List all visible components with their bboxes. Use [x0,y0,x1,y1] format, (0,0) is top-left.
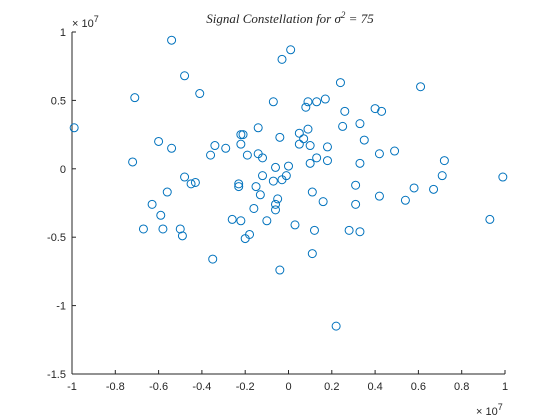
x-tick-label: 0 [285,381,291,393]
x-tick-label: -1 [67,381,77,393]
y-tick-label: 1 [60,27,66,39]
x-tick-label: -0.4 [192,381,211,393]
x-tick-label: 1 [502,381,508,393]
y-tick-label: -0.5 [47,232,66,244]
x-tick-label: 0.8 [454,381,469,393]
x-tick-label: 0.4 [367,381,382,393]
x-tick-label: -0.8 [106,381,125,393]
y-tick-label: -1.5 [47,369,66,381]
y-exponent-power: 7 [94,14,99,24]
x-exponent-base: × 10 [476,406,498,418]
x-tick-label: 0.6 [411,381,426,393]
chart-title-suffix: = 75 [345,11,374,26]
x-exponent-power: 7 [498,402,503,412]
x-tick-label: -0.2 [236,381,255,393]
y-tick-label: -1 [56,301,66,313]
y-tick-label: 0 [60,164,66,176]
chart-title: Signal Constellation for σ2 = 75 [206,10,374,26]
y-tick-label: 0.5 [51,95,66,107]
x-tick-label: -0.6 [149,381,168,393]
y-exponent-base: × 10 [72,18,94,30]
x-tick-label: 0.2 [324,381,339,393]
chart-title-prefix: Signal Constellation for [206,11,334,26]
